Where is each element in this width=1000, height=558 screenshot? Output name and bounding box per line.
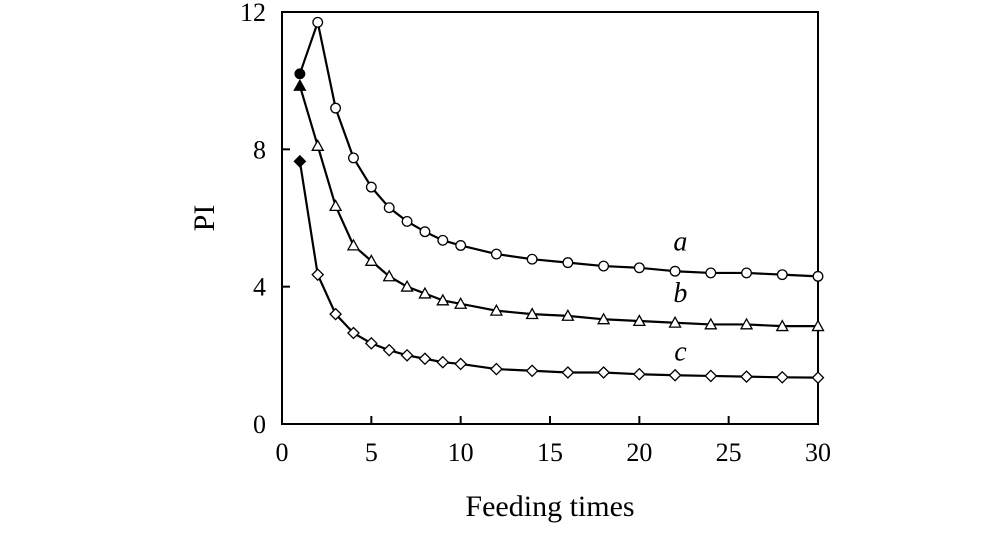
series-a-point [401, 215, 413, 227]
series-b-point [382, 269, 396, 282]
series-a-point [312, 16, 324, 28]
series-c-point [347, 326, 360, 340]
series-b-point [489, 303, 504, 316]
series-c-point [668, 368, 682, 382]
series-b-point [328, 199, 343, 212]
series-b-point [811, 319, 825, 332]
series-a-line [298, 21, 819, 278]
series-b-point [293, 78, 307, 91]
series-b-point [632, 314, 646, 327]
series-a-point [419, 226, 431, 238]
x-tick-label: 5 [365, 438, 378, 467]
series-a-point [776, 269, 788, 281]
series-a-point [598, 260, 610, 272]
series-c-point [293, 154, 307, 168]
y-tick-label: 8 [253, 135, 266, 164]
x-tick-label: 30 [805, 438, 831, 467]
y-axis-title: PI [188, 205, 221, 232]
series-a-point [294, 68, 306, 80]
series-b-line [298, 85, 818, 328]
series-b-point [346, 238, 361, 251]
series-a-point [348, 152, 359, 164]
x-tick-label: 10 [448, 438, 474, 467]
series-b-point [364, 254, 378, 266]
series-c-point [740, 370, 753, 384]
series-a-point [490, 248, 502, 260]
series-b-point [596, 312, 611, 325]
series-c-point [597, 366, 611, 379]
series-c-point [704, 369, 718, 383]
series-a-point [383, 202, 395, 214]
axis-labels: 0 5 10 15 20 25 30 0 4 8 12 Feeding times PI abc [188, 0, 831, 523]
series-a-point [437, 234, 449, 246]
series-b [293, 78, 825, 332]
series-c-point [311, 268, 325, 282]
series-b-point [775, 319, 789, 332]
series-c-point [632, 367, 646, 381]
series-a-point [705, 267, 717, 279]
series-c-point [382, 343, 396, 357]
series-a [294, 16, 824, 282]
x-tick-label: 25 [716, 438, 742, 467]
series-b-point [400, 279, 414, 292]
series-b-point [561, 309, 575, 321]
series-c-point [811, 371, 825, 385]
axes [281, 11, 819, 425]
series-b-point [525, 307, 539, 320]
series-c-point [329, 307, 343, 321]
series-b-point [739, 317, 754, 330]
x-tick-label: 0 [276, 438, 289, 467]
x-tick-label: 20 [626, 438, 652, 467]
series-a-point [330, 102, 342, 114]
series-label-c: c [674, 336, 687, 367]
series-c-point [418, 352, 432, 366]
series-a-point [526, 253, 538, 265]
y-tick-label: 0 [253, 410, 266, 439]
series-a-point [455, 240, 467, 251]
series-b-point [436, 293, 450, 306]
x-axis-title: Feeding times [465, 490, 634, 523]
y-tick-label: 12 [240, 0, 266, 27]
series-b-point [668, 315, 682, 328]
series-c [293, 154, 825, 385]
series-c-point [525, 364, 539, 378]
series-label-a: a [673, 227, 687, 258]
series-a-point [741, 267, 752, 279]
series-layer [293, 16, 825, 385]
series-b-point [311, 139, 325, 151]
x-tick-label: 15 [537, 438, 563, 467]
series-c-point [436, 355, 450, 369]
series-b-point [454, 296, 468, 309]
series-a-point [669, 265, 681, 277]
series-c-point [775, 370, 789, 384]
series-a-point [812, 270, 824, 282]
series-c-point [364, 336, 378, 350]
series-c-point [489, 362, 503, 376]
series-a-point [633, 262, 645, 274]
series-label-b: b [673, 278, 687, 309]
series-b-point [418, 286, 432, 299]
plot-frame [281, 11, 819, 425]
y-tick-label: 4 [253, 273, 266, 302]
series-c-point [561, 366, 575, 379]
series-a-point [562, 257, 574, 269]
series-a-point [365, 181, 377, 193]
series-b-point [704, 317, 718, 330]
series-c-point [454, 357, 468, 371]
series-c-point [400, 348, 414, 362]
